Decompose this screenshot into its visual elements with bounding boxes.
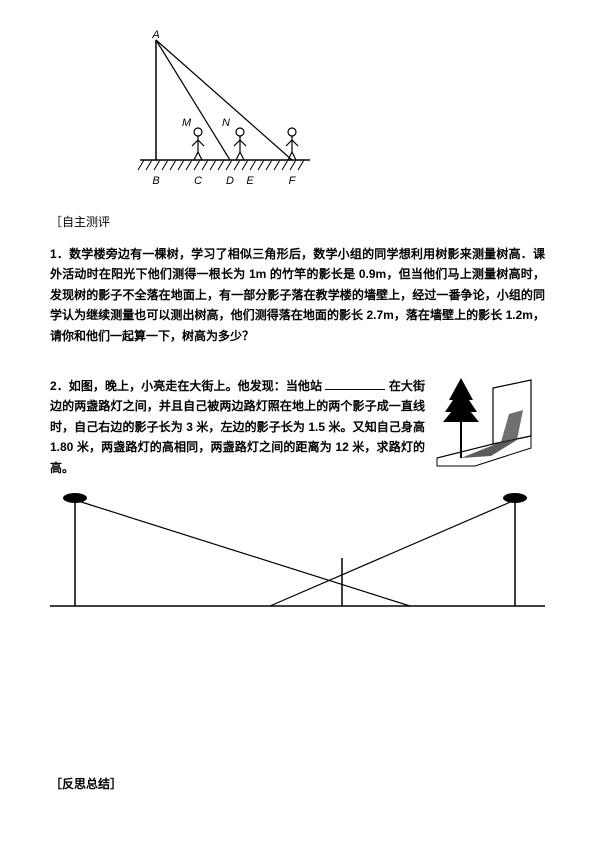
label-C: C xyxy=(194,175,202,187)
label-D: D xyxy=(226,175,234,187)
reflection-label: ［反思总结］ xyxy=(50,775,122,792)
street-lamp-figure xyxy=(50,486,545,629)
problem-1: 1．数学楼旁边有一棵树，学习了相似三角形后，数学小组的同学想利用树影来测量树高．… xyxy=(50,244,545,346)
blank-fill xyxy=(325,378,385,390)
label-F: F xyxy=(289,175,297,187)
label-A: A xyxy=(151,30,159,41)
figure-triangle: A M N B C D E F xyxy=(110,30,545,193)
problem-2-prefix: 2．如图，晚上，小亮走在大街上。他发现：当他站 xyxy=(50,379,322,393)
self-test-label: ［自主测评 xyxy=(50,213,545,230)
tree-shadow-figure xyxy=(431,370,541,476)
label-B: B xyxy=(152,175,159,187)
problem-2-suffix: 在大街边的两盏路灯之间，并且自己被两边路灯照在地上的两个影子成一直线时，自己右边… xyxy=(50,379,425,475)
triangle-svg: A M N B C D E F xyxy=(110,30,330,190)
label-N: N xyxy=(222,117,230,129)
label-E: E xyxy=(246,175,254,187)
problem-2: 2．如图，晚上，小亮走在大街上。他发现：当他站 在大街边的两盏路灯之间，并且自己… xyxy=(50,376,545,478)
label-M: M xyxy=(182,117,192,129)
